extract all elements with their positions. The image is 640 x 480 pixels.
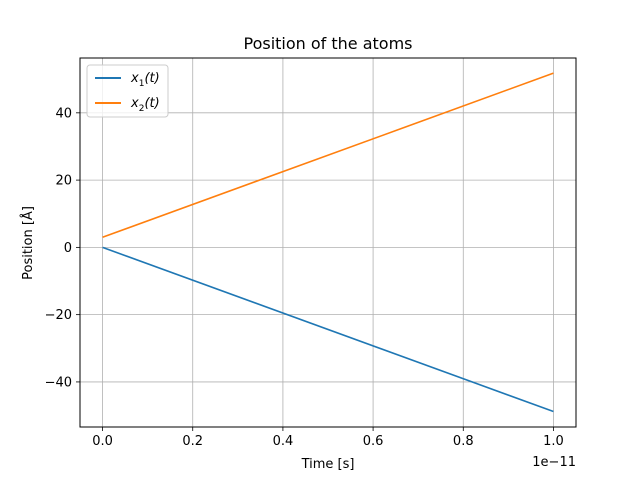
x-tick-label: 0.6 <box>363 434 384 449</box>
series-line-2 <box>102 72 554 239</box>
x-tick-label: 0.8 <box>453 434 474 449</box>
x-axis-offset-label: 1e−11 <box>532 455 576 470</box>
chart-title: Position of the atoms <box>243 34 412 53</box>
series-line-1 <box>102 246 554 413</box>
y-tick-label: 0 <box>64 241 72 256</box>
legend: x1(t) x2(t) <box>86 64 169 118</box>
y-tick-label: 20 <box>55 174 72 189</box>
plot-series <box>102 72 554 413</box>
y-tick-label: −20 <box>45 308 72 323</box>
plot-area-frame <box>79 57 577 428</box>
legend-label-x2: x2(t) <box>130 96 160 114</box>
y-axis-label: Position [Å] <box>20 206 36 280</box>
legend-label-x1: x1(t) <box>130 71 160 89</box>
x-tick-label: 0.0 <box>92 434 113 449</box>
x-tick-label: 1.0 <box>543 434 564 449</box>
grid-lines <box>80 58 576 427</box>
y-tick-label: 40 <box>55 106 72 121</box>
x-tick-label: 0.2 <box>182 434 203 449</box>
x-tick-label: 0.4 <box>273 434 294 449</box>
y-tick-label: −40 <box>45 375 72 390</box>
axis-ticks: 0.0 0.2 0.4 0.6 0.8 1.0 −40 −20 0 20 40 <box>45 106 564 449</box>
x-axis-label: Time [s] <box>301 457 355 472</box>
